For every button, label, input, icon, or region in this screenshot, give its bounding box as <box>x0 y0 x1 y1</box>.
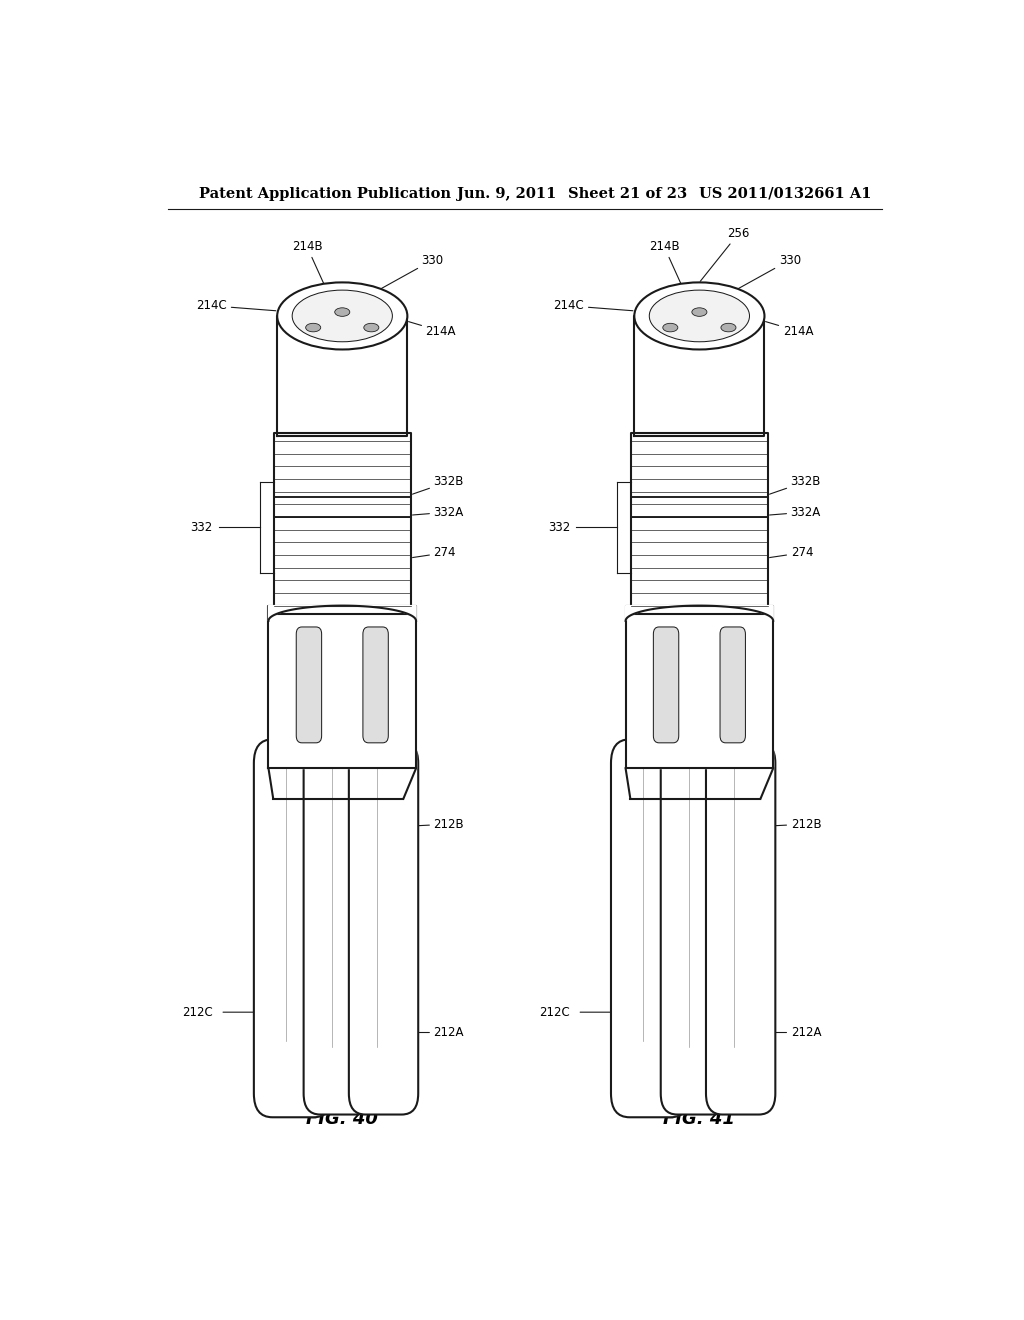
Text: 330: 330 <box>364 253 443 298</box>
Polygon shape <box>626 606 773 768</box>
Polygon shape <box>626 606 773 620</box>
Text: 212A: 212A <box>392 1026 464 1039</box>
Text: 212C: 212C <box>182 1006 213 1019</box>
FancyBboxPatch shape <box>720 627 745 743</box>
Text: Patent Application Publication: Patent Application Publication <box>200 187 452 201</box>
Text: 214A: 214A <box>380 313 456 338</box>
Text: Jun. 9, 2011: Jun. 9, 2011 <box>458 187 557 201</box>
Text: 214B: 214B <box>649 240 686 294</box>
Polygon shape <box>268 606 416 768</box>
Ellipse shape <box>721 323 736 331</box>
Text: 274: 274 <box>412 546 456 560</box>
FancyBboxPatch shape <box>706 742 775 1114</box>
Text: FIG. 41: FIG. 41 <box>664 1110 735 1127</box>
Text: 214B: 214B <box>292 240 329 294</box>
FancyBboxPatch shape <box>304 742 373 1114</box>
Text: 274: 274 <box>769 546 813 560</box>
Polygon shape <box>274 433 411 614</box>
Ellipse shape <box>649 290 750 342</box>
Text: 212B: 212B <box>706 817 821 830</box>
FancyBboxPatch shape <box>349 742 418 1114</box>
Text: US 2011/0132661 A1: US 2011/0132661 A1 <box>699 187 871 201</box>
FancyBboxPatch shape <box>254 739 332 1117</box>
Text: 214C: 214C <box>197 300 275 313</box>
Polygon shape <box>268 606 416 620</box>
Text: 212C: 212C <box>540 1006 570 1019</box>
Text: 332B: 332B <box>769 475 821 495</box>
Text: 212A: 212A <box>750 1026 821 1039</box>
FancyBboxPatch shape <box>660 742 730 1114</box>
Text: 214A: 214A <box>736 313 813 338</box>
FancyBboxPatch shape <box>611 739 689 1117</box>
Text: 332: 332 <box>548 521 570 533</box>
Text: FIG. 40: FIG. 40 <box>306 1110 378 1127</box>
Text: 332A: 332A <box>412 506 464 519</box>
Text: 332: 332 <box>190 521 213 533</box>
Text: 212B: 212B <box>349 817 464 830</box>
Ellipse shape <box>364 323 379 331</box>
Text: 332B: 332B <box>412 475 464 495</box>
Ellipse shape <box>306 323 321 331</box>
Ellipse shape <box>663 323 678 331</box>
Ellipse shape <box>292 290 392 342</box>
Polygon shape <box>631 433 768 614</box>
Ellipse shape <box>335 308 350 317</box>
FancyBboxPatch shape <box>296 627 322 743</box>
Text: Sheet 21 of 23: Sheet 21 of 23 <box>568 187 687 201</box>
Ellipse shape <box>692 308 707 317</box>
Ellipse shape <box>278 282 408 350</box>
Text: 256: 256 <box>700 227 750 281</box>
Text: 332A: 332A <box>769 506 821 519</box>
Polygon shape <box>634 315 765 436</box>
Text: 214C: 214C <box>554 300 633 313</box>
Text: 330: 330 <box>721 253 801 298</box>
FancyBboxPatch shape <box>653 627 679 743</box>
FancyBboxPatch shape <box>362 627 388 743</box>
Polygon shape <box>278 315 408 436</box>
Ellipse shape <box>634 282 765 350</box>
